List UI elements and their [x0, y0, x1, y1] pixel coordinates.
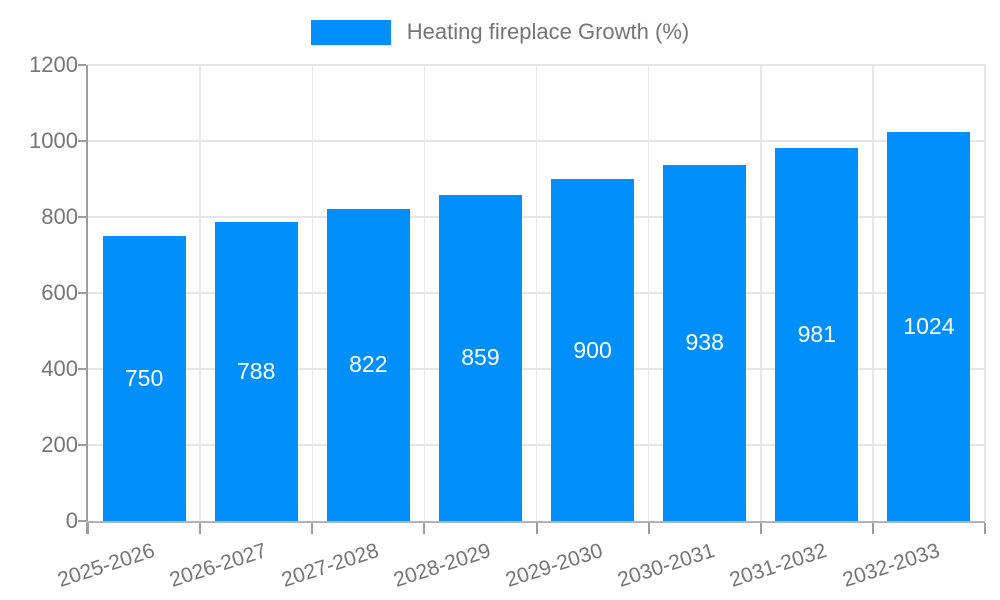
x-axis-category-label: 2025-2026: [54, 539, 158, 592]
y-axis-tick: [78, 368, 86, 370]
y-axis-tick: [78, 64, 86, 66]
vertical-gridline: [872, 65, 874, 521]
x-axis-category-label: 2030-2031: [615, 539, 718, 592]
x-axis-category-label: 2029-2030: [503, 539, 606, 592]
bar[interactable]: 750: [102, 236, 186, 521]
y-axis-tick: [78, 444, 86, 446]
y-axis-tick-label: 200: [41, 432, 78, 457]
x-axis-tick: [199, 523, 202, 534]
legend[interactable]: Heating fireplace Growth (%): [0, 19, 1000, 45]
bar[interactable]: 822: [326, 208, 410, 521]
x-axis-tick: [311, 523, 314, 534]
bar-value-label: 788: [236, 357, 276, 384]
y-axis-tick: [78, 216, 86, 218]
y-axis-tick-label: 800: [41, 204, 78, 229]
vertical-gridline: [984, 65, 986, 521]
x-axis-category-label: 2031-2032: [727, 539, 830, 592]
x-axis-category-label: 2026-2027: [166, 539, 270, 592]
x-axis-category-label: 2027-2028: [278, 539, 382, 592]
y-axis-labels: 0 200 400 600 800 1000 1200: [0, 52, 78, 533]
vertical-gridline: [535, 65, 538, 521]
x-axis-tick: [87, 523, 89, 534]
x-axis-tick: [535, 523, 538, 534]
bar[interactable]: 938: [663, 164, 747, 521]
x-axis-tick: [647, 523, 650, 534]
x-axis-tick: [871, 523, 874, 534]
y-axis-tick-label: 400: [41, 356, 78, 381]
bar[interactable]: 981: [775, 148, 859, 521]
bar[interactable]: 788: [214, 221, 298, 521]
bar[interactable]: 859: [438, 194, 522, 521]
x-axis-category-label: 2032-2033: [839, 539, 943, 592]
x-axis-category-label: 2028-2029: [390, 539, 494, 592]
bar-value-label: 1024: [903, 312, 955, 339]
y-axis-tick: [78, 292, 86, 294]
vertical-gridline: [760, 65, 762, 521]
y-axis-tick-label: 1200: [29, 52, 78, 77]
x-axis-tick: [759, 523, 762, 534]
y-axis-tick-label: 1000: [29, 128, 78, 153]
bar[interactable]: 1024: [887, 131, 971, 521]
x-axis-tick: [423, 523, 426, 534]
vertical-gridline: [199, 65, 201, 521]
bar-value-label: 750: [124, 365, 164, 391]
vertical-gridline: [647, 65, 650, 521]
y-axis-tick-label: 0: [65, 508, 78, 533]
bar[interactable]: 900: [551, 179, 635, 521]
y-axis-tick-label: 600: [41, 280, 78, 305]
vertical-gridline: [423, 65, 426, 521]
y-axis-tick: [78, 520, 86, 522]
legend-swatch: [310, 19, 391, 45]
bar-value-label: 981: [797, 321, 836, 348]
vertical-gridline: [311, 65, 313, 521]
bar-value-label: 822: [349, 351, 388, 378]
bar-value-label: 938: [685, 329, 724, 356]
plot-area: 750 788 822 859 900 938 981 1024: [78, 64, 986, 534]
x-axis-tick: [984, 523, 986, 534]
y-axis-tick: [78, 140, 86, 142]
y-axis-line: [86, 65, 88, 534]
x-axis-labels: 2025-2026 2026-2027 2027-2028 2028-2029 2029…: [55, 523, 985, 600]
bar-value-label: 859: [461, 344, 500, 371]
x-axis-line: [86, 521, 985, 523]
legend-label: Heating fireplace Growth (%): [406, 19, 690, 44]
bar-value-label: 900: [573, 336, 612, 363]
